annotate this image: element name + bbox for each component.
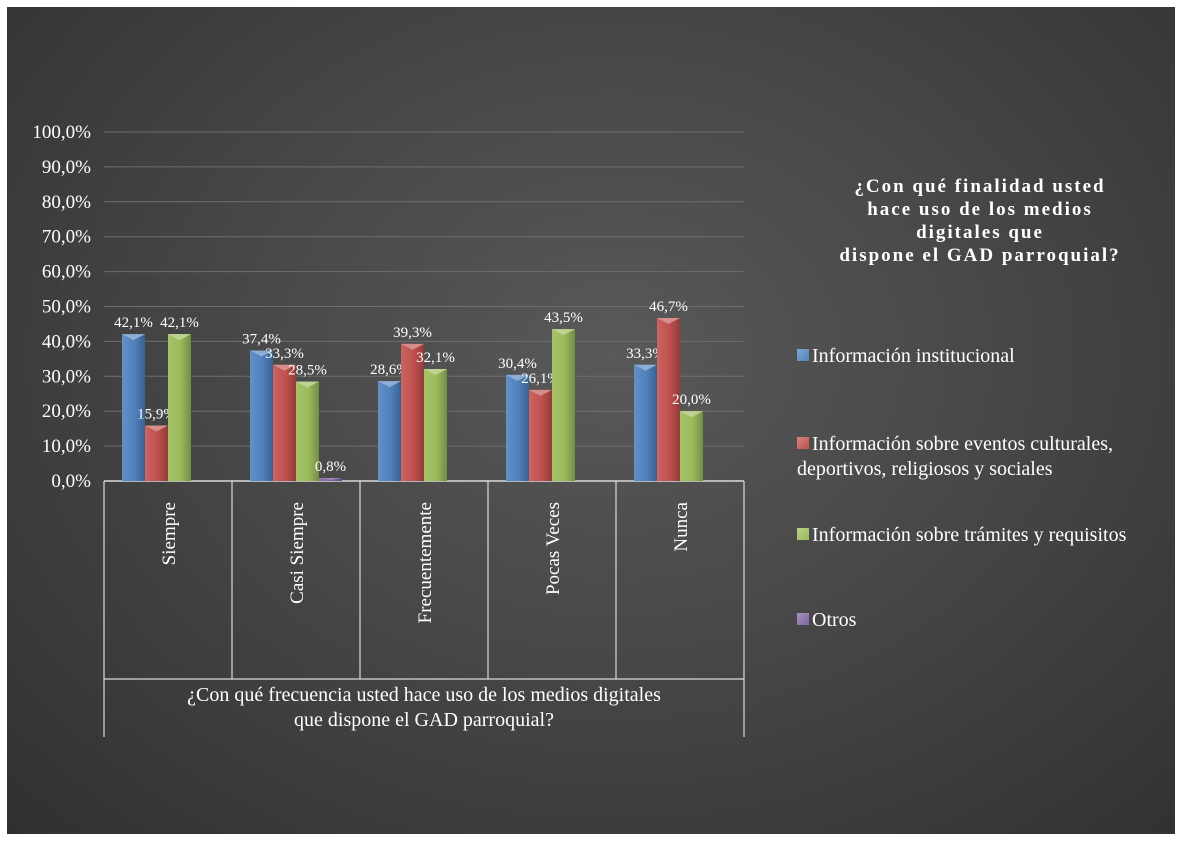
data-label: 15,9% [137, 407, 176, 423]
data-label: 33,3% [626, 346, 665, 362]
legend-swatch [797, 437, 809, 449]
legend-entry: Información sobre eventos culturales, de… [797, 432, 1169, 482]
bar [634, 364, 657, 481]
bar-cap [168, 334, 191, 341]
y-tick-label: 40,0% [42, 331, 91, 352]
bar-cap [552, 329, 575, 336]
bar-cap [401, 343, 424, 350]
y-tick-label: 0,0% [51, 471, 91, 492]
y-tick-label: 50,0% [42, 297, 91, 318]
legend-swatch [797, 528, 809, 540]
legend-entry: Otros [797, 608, 1169, 633]
y-tick-label: 60,0% [42, 262, 91, 283]
y-tick-label: 90,0% [42, 157, 91, 178]
bar [273, 364, 296, 481]
y-tick-label: 30,0% [42, 366, 91, 387]
legend-title: ¿Con qué finalidad usted hace uso de los… [839, 176, 1121, 266]
data-label: 39,3% [393, 325, 432, 341]
category-label: Casi Siempre [287, 502, 308, 604]
bar [424, 368, 447, 481]
bar-cap [145, 425, 168, 432]
bar [552, 329, 575, 481]
bar-cap [657, 318, 680, 325]
data-label: 43,5% [544, 310, 583, 326]
bar-cap [122, 334, 145, 341]
legend-label: Otros [812, 609, 857, 631]
x-axis-title-line: ¿Con qué frecuencia usted hace uso de lo… [187, 684, 661, 706]
data-label: 28,5% [288, 363, 327, 379]
bar-cap [319, 478, 342, 480]
legend-label: Información sobre trámites y requisitos [812, 524, 1127, 546]
legend-entry: Información sobre trámites y requisitos [797, 523, 1169, 548]
data-label: 42,1% [114, 315, 153, 331]
bar-cap [250, 350, 273, 357]
data-label: 32,1% [416, 350, 455, 366]
y-tick-label: 80,0% [42, 192, 91, 213]
category-label: Siempre [159, 502, 180, 565]
bar [401, 343, 424, 481]
data-label: 37,4% [242, 331, 281, 347]
y-tick-label: 70,0% [42, 227, 91, 248]
data-label: 20,0% [672, 392, 711, 408]
data-label: 0,8% [315, 459, 346, 475]
bar-cap [506, 374, 529, 381]
data-label: 30,4% [498, 356, 537, 372]
bar [145, 425, 168, 481]
legend-swatch [797, 613, 809, 625]
category-label: Pocas Veces [543, 502, 564, 595]
bar-cap [378, 381, 401, 388]
y-tick-label: 100,0% [32, 122, 91, 143]
data-label: 28,6% [370, 362, 409, 378]
bar [296, 381, 319, 481]
bar [378, 381, 401, 481]
x-axis-title: ¿Con qué frecuencia usted hace uso de lo… [187, 684, 661, 731]
y-tick-label: 10,0% [42, 436, 91, 457]
data-label: 33,3% [265, 346, 304, 362]
category-label: Nunca [671, 501, 692, 551]
bar [657, 318, 680, 481]
legend-label: Información institucional [812, 345, 1015, 367]
legend-swatch [797, 349, 809, 361]
y-tick-label: 20,0% [42, 401, 91, 422]
bar [506, 374, 529, 481]
legend-label: Información sobre eventos culturales, de… [797, 433, 1114, 480]
category-label: Frecuentemente [415, 502, 436, 623]
data-label: 42,1% [160, 315, 199, 331]
bar [250, 350, 273, 481]
bar [168, 334, 191, 481]
bar-cap [529, 389, 552, 396]
chart-plot: 0,0% 10,0% 20,0% 30,0% 40,0% 50,0% 60,0% 70,0% 8… [32, 122, 745, 737]
bar [122, 334, 145, 481]
x-axis-title-line: que dispone el GAD parroquial? [294, 709, 554, 731]
bar-cap [634, 364, 657, 371]
bar-cap [680, 411, 703, 418]
data-label: 46,7% [649, 299, 688, 315]
legend-entry: Información institucional [797, 344, 1169, 369]
bar-cap [424, 368, 447, 375]
chart-area: 0,0% 10,0% 20,0% 30,0% 40,0% 50,0% 60,0% 70,0% 8… [7, 7, 1175, 834]
bar [529, 389, 552, 481]
data-label: 26,1% [521, 371, 560, 387]
bar-cap [296, 381, 319, 388]
bar-cap [273, 364, 296, 371]
bar [680, 411, 703, 481]
